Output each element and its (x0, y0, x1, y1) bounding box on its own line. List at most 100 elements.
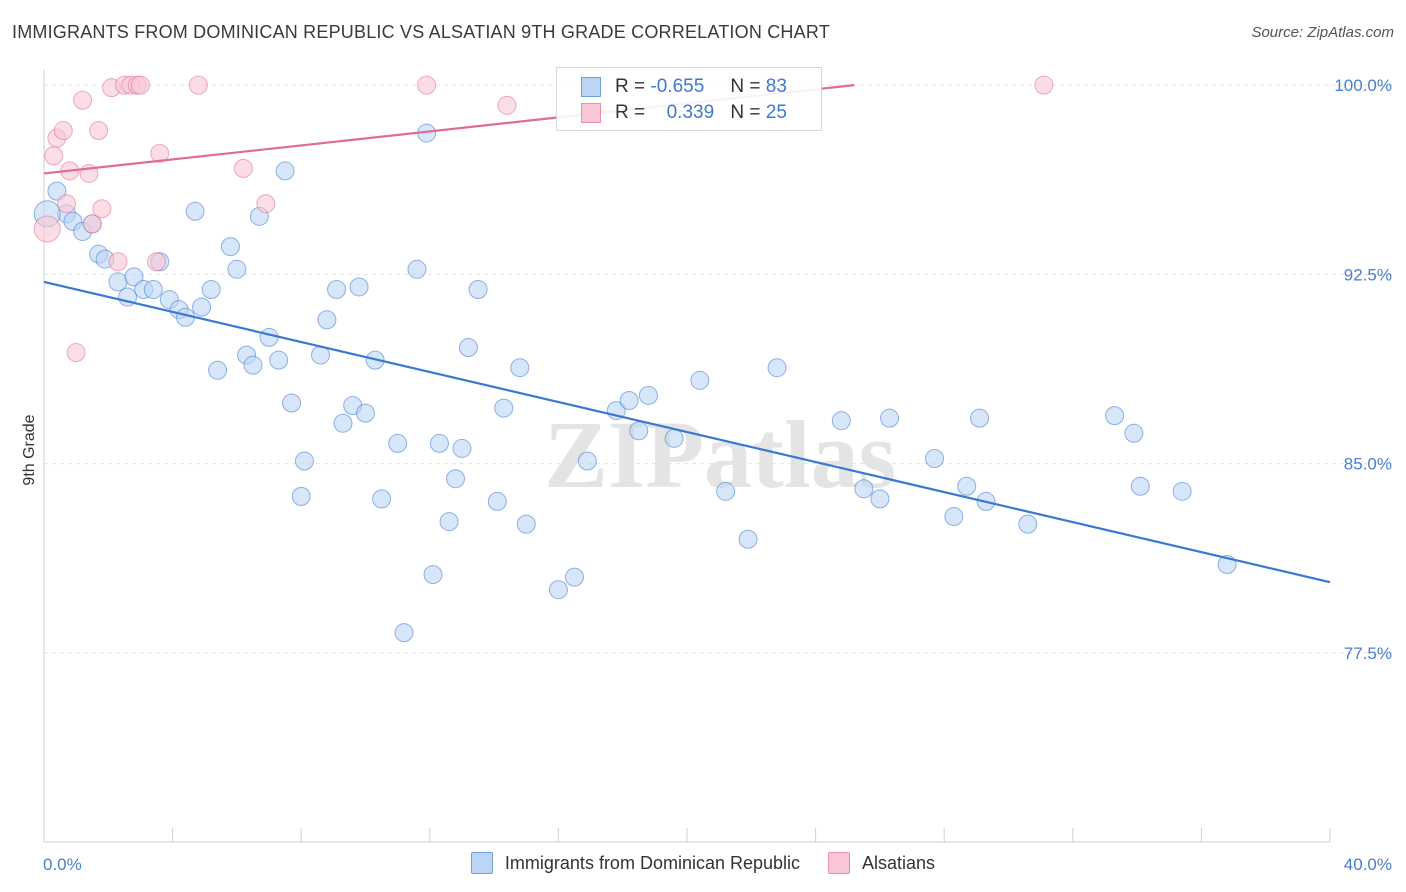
y-axis-label: 9th Grade (21, 414, 38, 485)
legend-row-alsatian: R = 0.339 N = 25 (581, 101, 787, 125)
point-0-52 (494, 398, 514, 418)
point-0-65 (738, 529, 758, 549)
point-1-10 (89, 121, 109, 141)
point-0-40 (388, 433, 408, 453)
legend-item-dominican: Immigrants from Dominican Republic (470, 852, 800, 874)
y-tick-label-1: 85.0% (1344, 455, 1392, 474)
point-1-4 (57, 194, 77, 214)
point-0-50 (468, 279, 488, 299)
r-value-alsatian: 0.339 (666, 102, 715, 123)
point-0-25 (259, 327, 279, 347)
point-0-27 (275, 161, 295, 181)
y-tick-label-3: 100.0% (1334, 76, 1392, 95)
point-1-24 (497, 95, 517, 115)
point-0-79 (1130, 476, 1150, 496)
grid-lines (44, 84, 1392, 654)
point-0-72 (944, 507, 964, 527)
point-0-66 (767, 358, 787, 378)
point-0-37 (356, 403, 375, 423)
legend-row-dominican: R = -0.655 N = 83 (581, 75, 787, 99)
point-0-55 (548, 580, 568, 600)
point-0-74 (970, 408, 990, 428)
n-label: N = (730, 102, 761, 123)
point-0-78 (1124, 423, 1144, 443)
y-tick-labels: 77.5% 85.0% 92.5% 100.0% (1334, 76, 1392, 663)
point-0-39 (372, 489, 392, 509)
point-1-11 (92, 199, 112, 219)
x-tick-label-max: 40.0% (1344, 855, 1392, 874)
point-1-0 (33, 215, 61, 243)
point-0-56 (564, 567, 584, 587)
axes (43, 70, 1331, 843)
point-1-20 (188, 75, 208, 95)
point-0-49 (458, 338, 478, 358)
series-layer (33, 75, 1331, 643)
y-tick-label-0: 77.5% (1344, 644, 1392, 663)
point-1-7 (73, 90, 93, 110)
point-0-76 (1018, 514, 1038, 534)
point-0-53 (510, 358, 530, 378)
n-label: N = (730, 76, 761, 97)
legend-item-alsatians: Alsatians (828, 852, 935, 874)
point-0-30 (291, 486, 311, 506)
point-0-29 (294, 451, 314, 471)
point-0-71 (925, 449, 945, 469)
point-0-11 (143, 279, 163, 299)
point-0-16 (185, 201, 205, 221)
point-1-23 (417, 75, 437, 95)
point-0-63 (690, 370, 710, 390)
point-0-21 (227, 259, 247, 279)
point-0-45 (429, 433, 449, 453)
point-1-9 (82, 214, 102, 234)
point-1-13 (108, 252, 128, 272)
point-0-54 (516, 514, 536, 534)
legend-swatch-pink (581, 103, 601, 123)
chart-title: IMMIGRANTS FROM DOMINICAN REPUBLIC VS AL… (12, 22, 830, 42)
point-0-57 (577, 451, 597, 471)
point-0-62 (664, 428, 684, 448)
point-0-34 (333, 413, 353, 433)
point-0-70 (880, 408, 900, 428)
point-0-41 (394, 623, 414, 643)
r-label: R = (615, 102, 646, 123)
r-label: R = (615, 76, 646, 97)
point-0-60 (629, 421, 649, 441)
point-1-18 (147, 252, 167, 272)
point-0-8 (124, 267, 144, 287)
point-0-67 (831, 411, 851, 431)
series-0 (33, 123, 1237, 643)
point-0-32 (317, 310, 337, 330)
point-0-19 (208, 360, 228, 380)
point-0-61 (638, 385, 658, 405)
point-0-73 (957, 476, 977, 496)
point-0-18 (201, 279, 221, 299)
x-tick-label-min: 0.0% (43, 855, 82, 874)
legend-swatch-pink (828, 852, 851, 874)
point-0-77 (1105, 406, 1125, 426)
legend-swatch-blue (581, 77, 601, 97)
point-1-21 (233, 158, 253, 178)
point-1-17 (130, 75, 150, 95)
point-0-69 (870, 489, 890, 509)
series-legend: Immigrants from Dominican Republic Alsat… (0, 852, 1406, 874)
r-value-dominican: -0.655 (650, 76, 705, 97)
point-1-19 (150, 143, 170, 163)
point-0-36 (349, 277, 369, 297)
point-0-80 (1172, 481, 1192, 501)
point-0-26 (269, 350, 289, 370)
point-0-44 (423, 565, 443, 585)
point-0-68 (854, 479, 874, 499)
trend-line-0 (43, 280, 1331, 584)
correlation-legend: R = -0.655 N = 83 R = 0.339 N = 25 (556, 67, 822, 131)
point-0-20 (220, 237, 240, 257)
point-0-0 (47, 181, 67, 201)
point-1-3 (53, 121, 73, 141)
point-0-33 (327, 279, 347, 299)
point-1-25 (1034, 75, 1054, 95)
point-0-28 (282, 393, 302, 413)
point-1-22 (256, 194, 276, 214)
n-value-dominican: 83 (765, 76, 787, 97)
point-1-1 (44, 146, 64, 166)
y-tick-label-2: 92.5% (1344, 265, 1392, 284)
